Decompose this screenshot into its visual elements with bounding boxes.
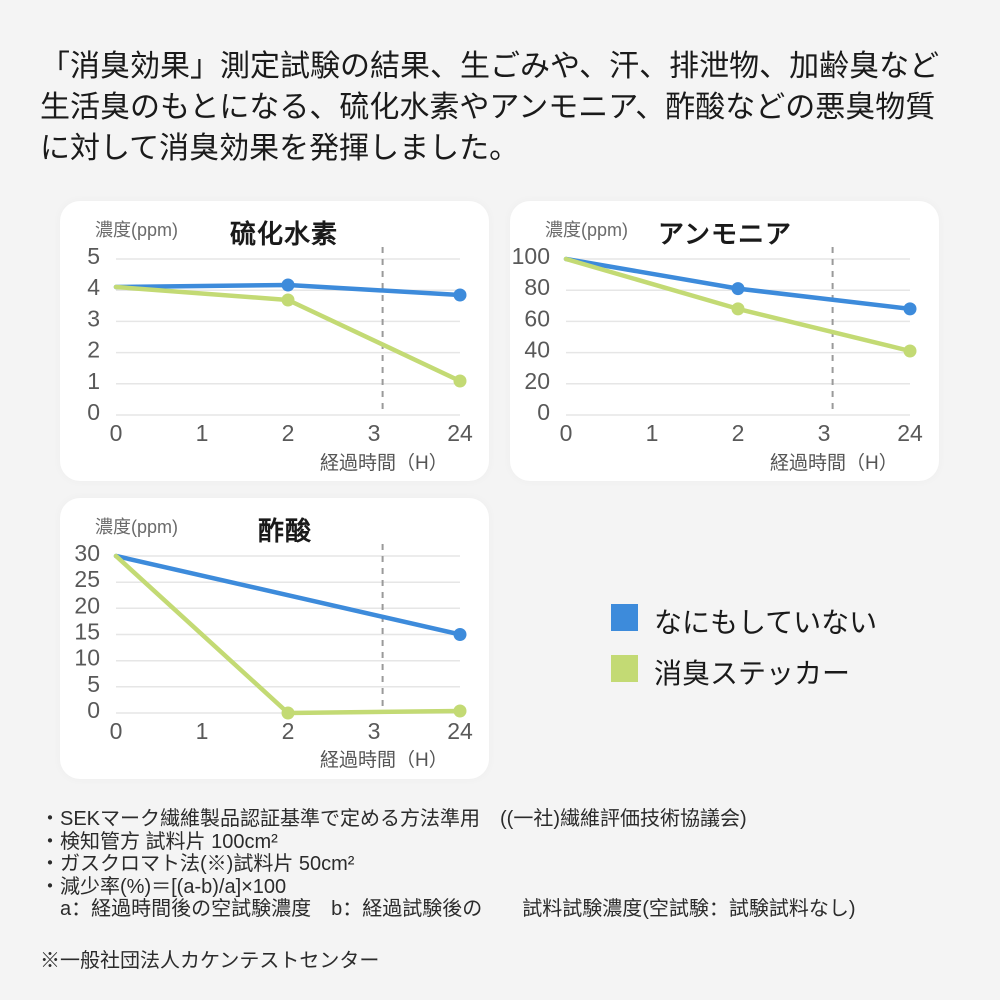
svg-text:3: 3 bbox=[818, 420, 831, 446]
svg-text:0: 0 bbox=[537, 399, 550, 425]
svg-text:5: 5 bbox=[87, 243, 100, 269]
svg-text:1: 1 bbox=[646, 420, 659, 446]
svg-text:1: 1 bbox=[196, 420, 209, 446]
svg-text:0: 0 bbox=[87, 399, 100, 425]
svg-text:3: 3 bbox=[368, 420, 381, 446]
svg-text:24: 24 bbox=[447, 718, 473, 744]
svg-text:80: 80 bbox=[524, 274, 550, 300]
svg-text:3: 3 bbox=[87, 305, 100, 331]
svg-text:5: 5 bbox=[87, 671, 100, 697]
svg-text:0: 0 bbox=[110, 718, 123, 744]
svg-text:25: 25 bbox=[74, 566, 100, 592]
svg-text:30: 30 bbox=[74, 540, 100, 566]
svg-text:100: 100 bbox=[512, 243, 550, 269]
svg-text:2: 2 bbox=[87, 337, 100, 363]
svg-text:1: 1 bbox=[87, 368, 100, 394]
svg-text:0: 0 bbox=[560, 420, 573, 446]
svg-text:60: 60 bbox=[524, 305, 550, 331]
svg-text:0: 0 bbox=[87, 697, 100, 723]
svg-text:4: 4 bbox=[87, 274, 100, 300]
svg-text:10: 10 bbox=[74, 645, 100, 671]
svg-text:24: 24 bbox=[897, 420, 923, 446]
svg-text:0: 0 bbox=[110, 420, 123, 446]
svg-text:2: 2 bbox=[282, 420, 295, 446]
svg-text:2: 2 bbox=[282, 718, 295, 744]
svg-text:40: 40 bbox=[524, 337, 550, 363]
svg-text:20: 20 bbox=[524, 368, 550, 394]
svg-text:1: 1 bbox=[196, 718, 209, 744]
svg-text:20: 20 bbox=[74, 592, 100, 618]
svg-text:2: 2 bbox=[732, 420, 745, 446]
svg-text:15: 15 bbox=[74, 619, 100, 645]
svg-text:3: 3 bbox=[368, 718, 381, 744]
svg-text:24: 24 bbox=[447, 420, 473, 446]
